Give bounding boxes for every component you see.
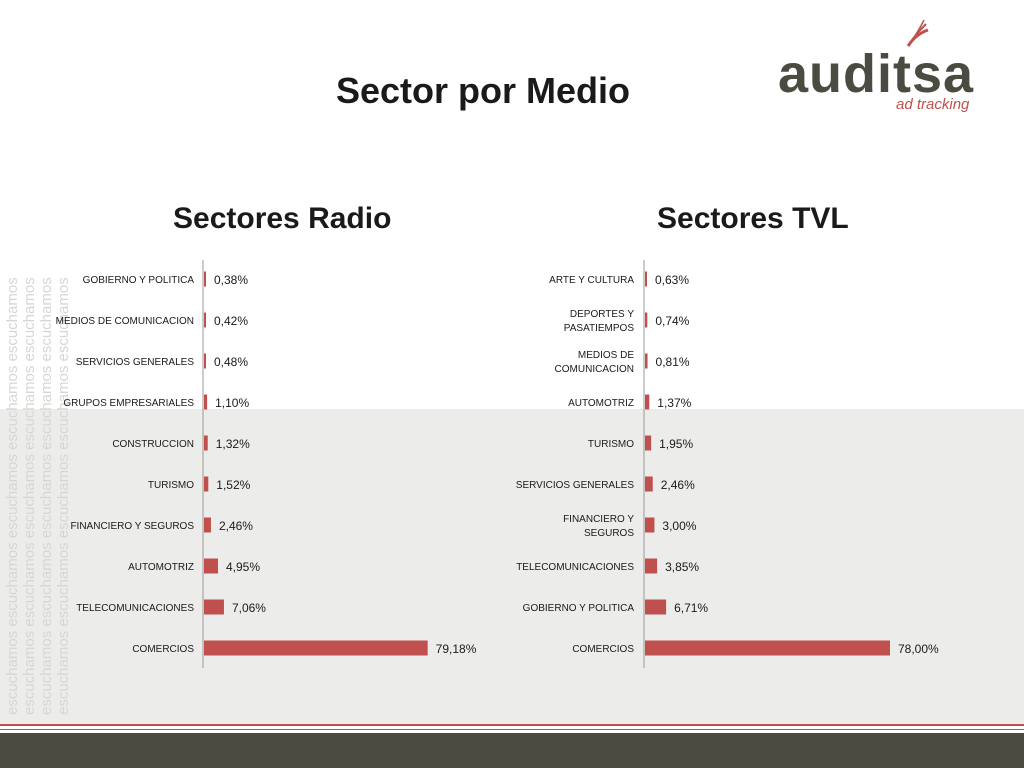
tvl-category-label: TURISMO bbox=[588, 439, 634, 450]
tvl-value-label: 0,81% bbox=[656, 355, 690, 369]
radio-value-label: 0,48% bbox=[214, 355, 248, 369]
radio-bar bbox=[204, 599, 224, 615]
logo-tagline: ad tracking bbox=[896, 96, 970, 113]
tvl-category-label: FINANCIERO Y SEGUROS bbox=[563, 514, 634, 539]
tvl-category-label: GOBIERNO Y POLITICA bbox=[523, 603, 635, 614]
tvl-category-line: PASATIEMPOS bbox=[564, 323, 635, 334]
radio-bar-chart: 0,38% GOBIERNO Y POLITICA 0,42% MEDIOS DE C… bbox=[56, 260, 477, 668]
tvl-category-line: COMERCIOS bbox=[572, 644, 634, 655]
tvl-chart-title: Sectores TVL bbox=[657, 202, 849, 235]
footer-accent-line-thin bbox=[0, 729, 1024, 730]
tvl-value-label: 6,71% bbox=[674, 601, 708, 615]
radio-bar bbox=[204, 435, 208, 451]
radio-category-label: TELECOMUNICACIONES bbox=[76, 603, 194, 614]
tvl-bar bbox=[645, 312, 648, 328]
radio-bar bbox=[204, 353, 206, 369]
tvl-category-label: TELECOMUNICACIONES bbox=[516, 562, 634, 573]
radio-category-line: SERVICIOS GENERALES bbox=[76, 357, 195, 368]
radio-category-label: TURISMO bbox=[148, 480, 194, 491]
tvl-category-line: AUTOMOTRIZ bbox=[568, 398, 634, 409]
tvl-category-label: SERVICIOS GENERALES bbox=[516, 480, 635, 491]
tvl-value-label: 78,00% bbox=[898, 642, 939, 656]
logo-name: auditsa bbox=[778, 44, 975, 104]
tvl-category-label: COMERCIOS bbox=[572, 644, 634, 655]
tvl-category-line: ARTE Y CULTURA bbox=[549, 275, 634, 286]
radio-value-label: 2,46% bbox=[219, 519, 253, 533]
tvl-bar bbox=[645, 394, 650, 410]
tvl-category-label: MEDIOS DE COMUNICACION bbox=[555, 350, 635, 375]
radio-category-line: MEDIOS DE COMUNICACION bbox=[56, 316, 194, 327]
signal-icon bbox=[906, 20, 929, 47]
radio-category-label: MEDIOS DE COMUNICACION bbox=[56, 316, 194, 327]
radio-category-label: SERVICIOS GENERALES bbox=[76, 357, 195, 368]
tvl-bar bbox=[645, 599, 667, 615]
radio-value-label: 1,32% bbox=[216, 437, 250, 451]
radio-bar bbox=[204, 476, 209, 492]
background-band bbox=[0, 409, 1024, 725]
radio-value-label: 79,18% bbox=[436, 642, 477, 656]
tvl-category-line: COMUNICACION bbox=[555, 364, 634, 375]
auditsa-logo: auditsa ad tracking bbox=[778, 20, 983, 115]
tvl-category-label: ARTE Y CULTURA bbox=[549, 275, 634, 286]
radio-bar bbox=[204, 558, 218, 574]
radio-value-label: 7,06% bbox=[232, 601, 266, 615]
tvl-bar bbox=[645, 435, 652, 451]
footer-bar bbox=[0, 733, 1024, 768]
tvl-value-label: 1,37% bbox=[657, 396, 691, 410]
radio-bar bbox=[204, 394, 208, 410]
tvl-category-line: MEDIOS DE bbox=[578, 350, 634, 361]
radio-category-line: GRUPOS EMPRESARIALES bbox=[63, 398, 194, 409]
radio-bar bbox=[204, 271, 206, 287]
tvl-value-label: 0,74% bbox=[655, 314, 689, 328]
tvl-category-label: DEPORTES Y PASATIEMPOS bbox=[564, 309, 635, 334]
tvl-bar bbox=[645, 271, 647, 287]
radio-category-label: GOBIERNO Y POLITICA bbox=[83, 275, 195, 286]
tvl-bar bbox=[645, 353, 648, 369]
tvl-category-line: FINANCIERO Y bbox=[563, 514, 634, 525]
radio-category-line: CONSTRUCCION bbox=[112, 439, 194, 450]
radio-category-line: COMERCIOS bbox=[132, 644, 194, 655]
radio-category-label: FINANCIERO Y SEGUROS bbox=[70, 521, 194, 532]
radio-category-label: COMERCIOS bbox=[132, 644, 194, 655]
tvl-category-line: GOBIERNO Y POLITICA bbox=[523, 603, 635, 614]
tvl-category-line: SERVICIOS GENERALES bbox=[516, 480, 635, 491]
tvl-value-label: 2,46% bbox=[661, 478, 695, 492]
radio-category-line: AUTOMOTRIZ bbox=[128, 562, 194, 573]
radio-category-line: GOBIERNO Y POLITICA bbox=[83, 275, 195, 286]
radio-value-label: 1,52% bbox=[216, 478, 250, 492]
radio-chart-title: Sectores Radio bbox=[173, 202, 392, 235]
tvl-category-label: AUTOMOTRIZ bbox=[568, 398, 634, 409]
radio-category-line: FINANCIERO Y SEGUROS bbox=[70, 521, 194, 532]
radio-bar bbox=[204, 640, 428, 656]
radio-bar bbox=[204, 517, 211, 533]
tvl-bar bbox=[645, 558, 658, 574]
footer-accent-line bbox=[0, 724, 1024, 726]
tvl-bar bbox=[645, 476, 653, 492]
tvl-category-line: TELECOMUNICACIONES bbox=[516, 562, 634, 573]
tvl-value-label: 1,95% bbox=[659, 437, 693, 451]
tvl-value-label: 3,00% bbox=[662, 519, 696, 533]
tvl-bar bbox=[645, 640, 890, 656]
tvl-category-line: TURISMO bbox=[588, 439, 634, 450]
tvl-category-line: SEGUROS bbox=[584, 528, 634, 539]
radio-value-label: 4,95% bbox=[226, 560, 260, 574]
slide-title: Sector por Medio bbox=[335, 70, 631, 111]
radio-value-label: 0,42% bbox=[214, 314, 248, 328]
tvl-value-label: 3,85% bbox=[665, 560, 699, 574]
tvl-bar-chart: 0,63% ARTE Y CULTURA 0,74% DEPORTES Y PASATI… bbox=[516, 260, 939, 668]
radio-value-label: 1,10% bbox=[215, 396, 249, 410]
radio-bar bbox=[204, 312, 206, 328]
tvl-category-line: DEPORTES Y bbox=[570, 309, 634, 320]
tvl-value-label: 0,63% bbox=[655, 273, 689, 287]
radio-category-line: TURISMO bbox=[148, 480, 194, 491]
radio-category-label: CONSTRUCCION bbox=[112, 439, 194, 450]
radio-category-label: AUTOMOTRIZ bbox=[128, 562, 194, 573]
radio-category-line: TELECOMUNICACIONES bbox=[76, 603, 194, 614]
radio-category-label: GRUPOS EMPRESARIALES bbox=[63, 398, 194, 409]
radio-value-label: 0,38% bbox=[214, 273, 248, 287]
tvl-bar bbox=[645, 517, 655, 533]
